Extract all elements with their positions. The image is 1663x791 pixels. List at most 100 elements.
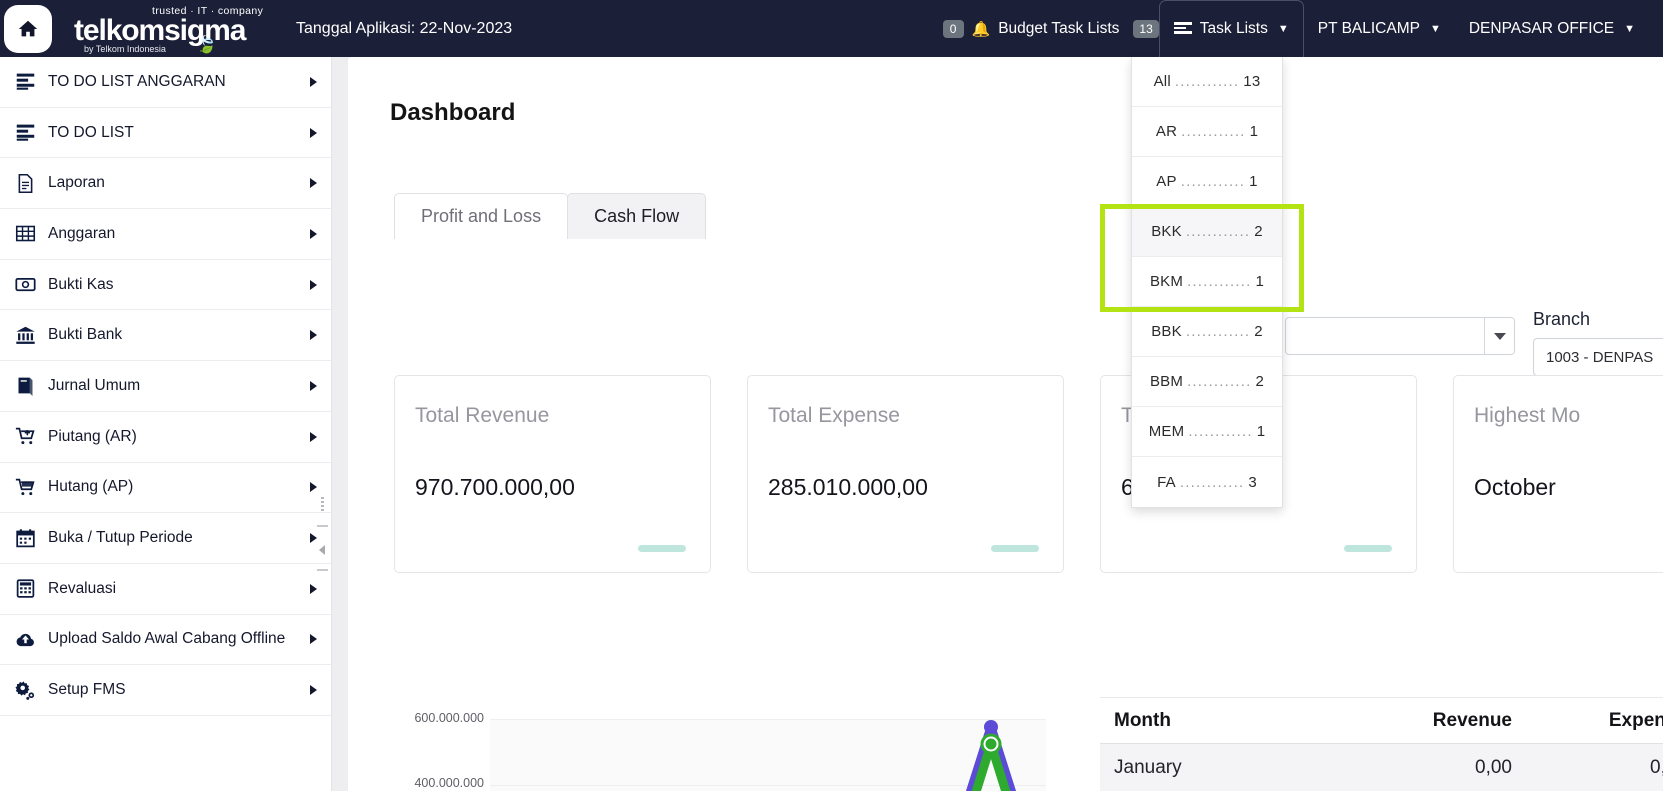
home-icon — [18, 20, 38, 36]
gears-icon — [10, 680, 40, 701]
cell-expense: 0,00 — [1650, 756, 1663, 778]
sidebar-item-label: Hutang (AP) — [48, 478, 134, 496]
sidebar-item-label: Bukti Kas — [48, 275, 114, 293]
tab-cash-flow[interactable]: Cash Flow — [567, 193, 707, 239]
sidebar-item-label: Setup FMS — [48, 681, 126, 699]
document-icon — [10, 173, 40, 194]
task-dropdown-item-bbm[interactable]: BBM............ 2 — [1132, 357, 1282, 407]
sidebar-item-label: Anggaran — [48, 224, 116, 242]
sidebar-item-laporan[interactable]: Laporan — [0, 158, 331, 210]
task-dropdown-item-ar[interactable]: AR............ 1 — [1132, 107, 1282, 157]
kpi-card-3: Highest Mo October — [1453, 375, 1663, 573]
sidebar-item-jurnal-umum[interactable]: Jurnal Umum — [0, 361, 331, 412]
page-title: Dashboard — [390, 99, 516, 126]
company-label: PT BALICAMP — [1317, 19, 1420, 37]
dotted-leader: ............ — [1180, 173, 1246, 190]
task-dropdown-item-label: BBK — [1151, 323, 1182, 340]
header-right-group: 0 🔔 Budget Task Lists 13 Task Lists ▼ PT… — [929, 0, 1663, 57]
dashboard-tabs: Profit and Loss Cash Flow — [394, 193, 707, 239]
sidebar-collapse-handle[interactable] — [317, 477, 329, 577]
brand-logo: trusted · IT · company telkomsigma by Te… — [74, 3, 263, 55]
task-dropdown-item-mem[interactable]: MEM............ 1 — [1132, 407, 1282, 457]
table-body: January 0,00 0,00 — [1100, 744, 1663, 791]
chevron-right-icon — [310, 279, 317, 290]
task-dropdown-item-label: FA — [1157, 473, 1176, 491]
cell-month: January — [1114, 756, 1182, 778]
list-icon — [10, 122, 40, 143]
calculator-icon — [10, 578, 40, 599]
task-lists-dropdown-menu[interactable]: All............ 13 AR............ 1 AP......… — [1131, 57, 1283, 508]
task-dropdown-item-bbk[interactable]: BBK............ 2 — [1132, 307, 1282, 357]
dotted-leader: ............ — [1181, 123, 1246, 140]
sidebar-item-to-do-list[interactable]: TO DO LIST — [0, 108, 331, 159]
y-axis-tick-600m: 600.000.000 — [414, 711, 484, 725]
task-lists-badge: 13 — [1133, 19, 1159, 38]
budget-task-lists-button[interactable]: 0 🔔 Budget Task Lists — [929, 0, 1134, 57]
task-dropdown-item-all[interactable]: All............ 13 — [1132, 57, 1282, 107]
dotted-leader: ............ — [1187, 373, 1252, 390]
sidebar-navigation: TO DO LIST ANGGARAN TO DO LIST Laporan Angg… — [0, 57, 332, 791]
task-dropdown-item-ap[interactable]: AP............ 1 — [1132, 157, 1282, 207]
data-point-revenue — [984, 720, 998, 734]
chevron-right-icon — [310, 634, 317, 645]
sidebar-item-hutang-ap[interactable]: Hutang (AP) — [0, 463, 331, 514]
period-select[interactable] — [1285, 317, 1515, 355]
chevron-left-icon — [319, 545, 325, 555]
chevron-right-icon — [310, 178, 317, 189]
sidebar-item-piutang-ar[interactable]: Piutang (AR) — [0, 412, 331, 463]
y-axis-tick-400m: 400.000.000 — [414, 776, 484, 790]
chevron-down-icon: ▼ — [1624, 22, 1635, 35]
chevron-right-icon — [310, 583, 317, 594]
sidebar-item-label: TO DO LIST ANGGARAN — [48, 72, 226, 90]
sidebar-item-anggaran[interactable]: Anggaran — [0, 209, 331, 260]
column-header-expense: Expense — [1608, 709, 1663, 731]
kpi-sparkline — [638, 545, 686, 552]
task-dropdown-item-fa[interactable]: FA............ 3 — [1132, 457, 1282, 507]
sidebar-item-buka-tutup-periode[interactable]: Buka / Tutup Periode — [0, 513, 331, 564]
office-selector[interactable]: DENPASAR OFFICE ▼ — [1455, 0, 1649, 57]
sidebar-item-bukti-bank[interactable]: Bukti Bank — [0, 310, 331, 362]
kpi-value: 285.010.000,00 — [768, 474, 928, 500]
cloud-upload-icon — [10, 629, 40, 650]
home-button[interactable] — [4, 4, 52, 53]
company-selector[interactable]: PT BALICAMP ▼ — [1304, 0, 1455, 57]
task-dropdown-item-count: 2 — [1255, 373, 1265, 390]
sidebar-item-setup-fms[interactable]: Setup FMS — [0, 665, 331, 716]
dotted-leader: ............ — [1179, 473, 1245, 491]
task-dropdown-item-label: AR — [1155, 123, 1178, 140]
dotted-leader: ............ — [1187, 273, 1252, 290]
notification-badge: 0 — [942, 19, 964, 38]
budget-task-lists-label: Budget Task Lists — [998, 19, 1120, 37]
kpi-sparkline — [991, 545, 1039, 552]
task-dropdown-item-bkk[interactable]: BKK............ 2 — [1132, 207, 1282, 257]
table-icon — [10, 223, 40, 244]
chevron-down-icon[interactable] — [1484, 318, 1514, 354]
column-header-revenue: Revenue — [1432, 709, 1512, 731]
sidebar-item-revaluasi[interactable]: Revaluasi — [0, 564, 331, 615]
task-dropdown-item-count: 1 — [1249, 173, 1258, 190]
task-lists-dropdown-button[interactable]: Task Lists ▼ — [1158, 0, 1304, 57]
sidebar-item-to-do-list-anggaran[interactable]: TO DO LIST ANGGARAN — [0, 57, 331, 108]
gridline — [490, 785, 1046, 786]
branch-select[interactable]: 1003 - DENPAS — [1533, 338, 1663, 376]
chevron-right-icon — [310, 685, 317, 696]
task-dropdown-item-count: 2 — [1254, 323, 1263, 340]
tab-profit-and-loss[interactable]: Profit and Loss — [394, 193, 569, 239]
task-dropdown-item-count: 2 — [1254, 223, 1263, 240]
task-dropdown-item-bkm[interactable]: BKM............ 1 — [1132, 257, 1282, 307]
kpi-sparkline — [1344, 545, 1392, 552]
filter-label-branch: Branch — [1533, 309, 1591, 329]
task-dropdown-item-count: 1 — [1249, 123, 1259, 140]
sidebar-item-bukti-kas[interactable]: Bukti Kas — [0, 260, 331, 311]
chevron-right-icon — [310, 76, 317, 87]
sidebar-item-label: TO DO LIST — [48, 123, 134, 141]
filter-group-period — [1285, 309, 1515, 376]
drag-grip-icon — [321, 497, 324, 513]
table-row: January 0,00 0,00 — [1100, 744, 1663, 791]
monthly-summary-table: Month Revenue Expense January 0,00 0,00 — [1100, 697, 1663, 791]
divider — [317, 525, 328, 527]
chevron-right-icon — [310, 380, 317, 391]
sidebar-item-upload-saldo-awal-cabang-offline[interactable]: Upload Saldo Awal Cabang Offline — [0, 615, 331, 666]
task-dropdown-item-label: AP — [1156, 173, 1177, 190]
kpi-card-0: Total Revenue 970.700.000,00 — [394, 375, 711, 573]
